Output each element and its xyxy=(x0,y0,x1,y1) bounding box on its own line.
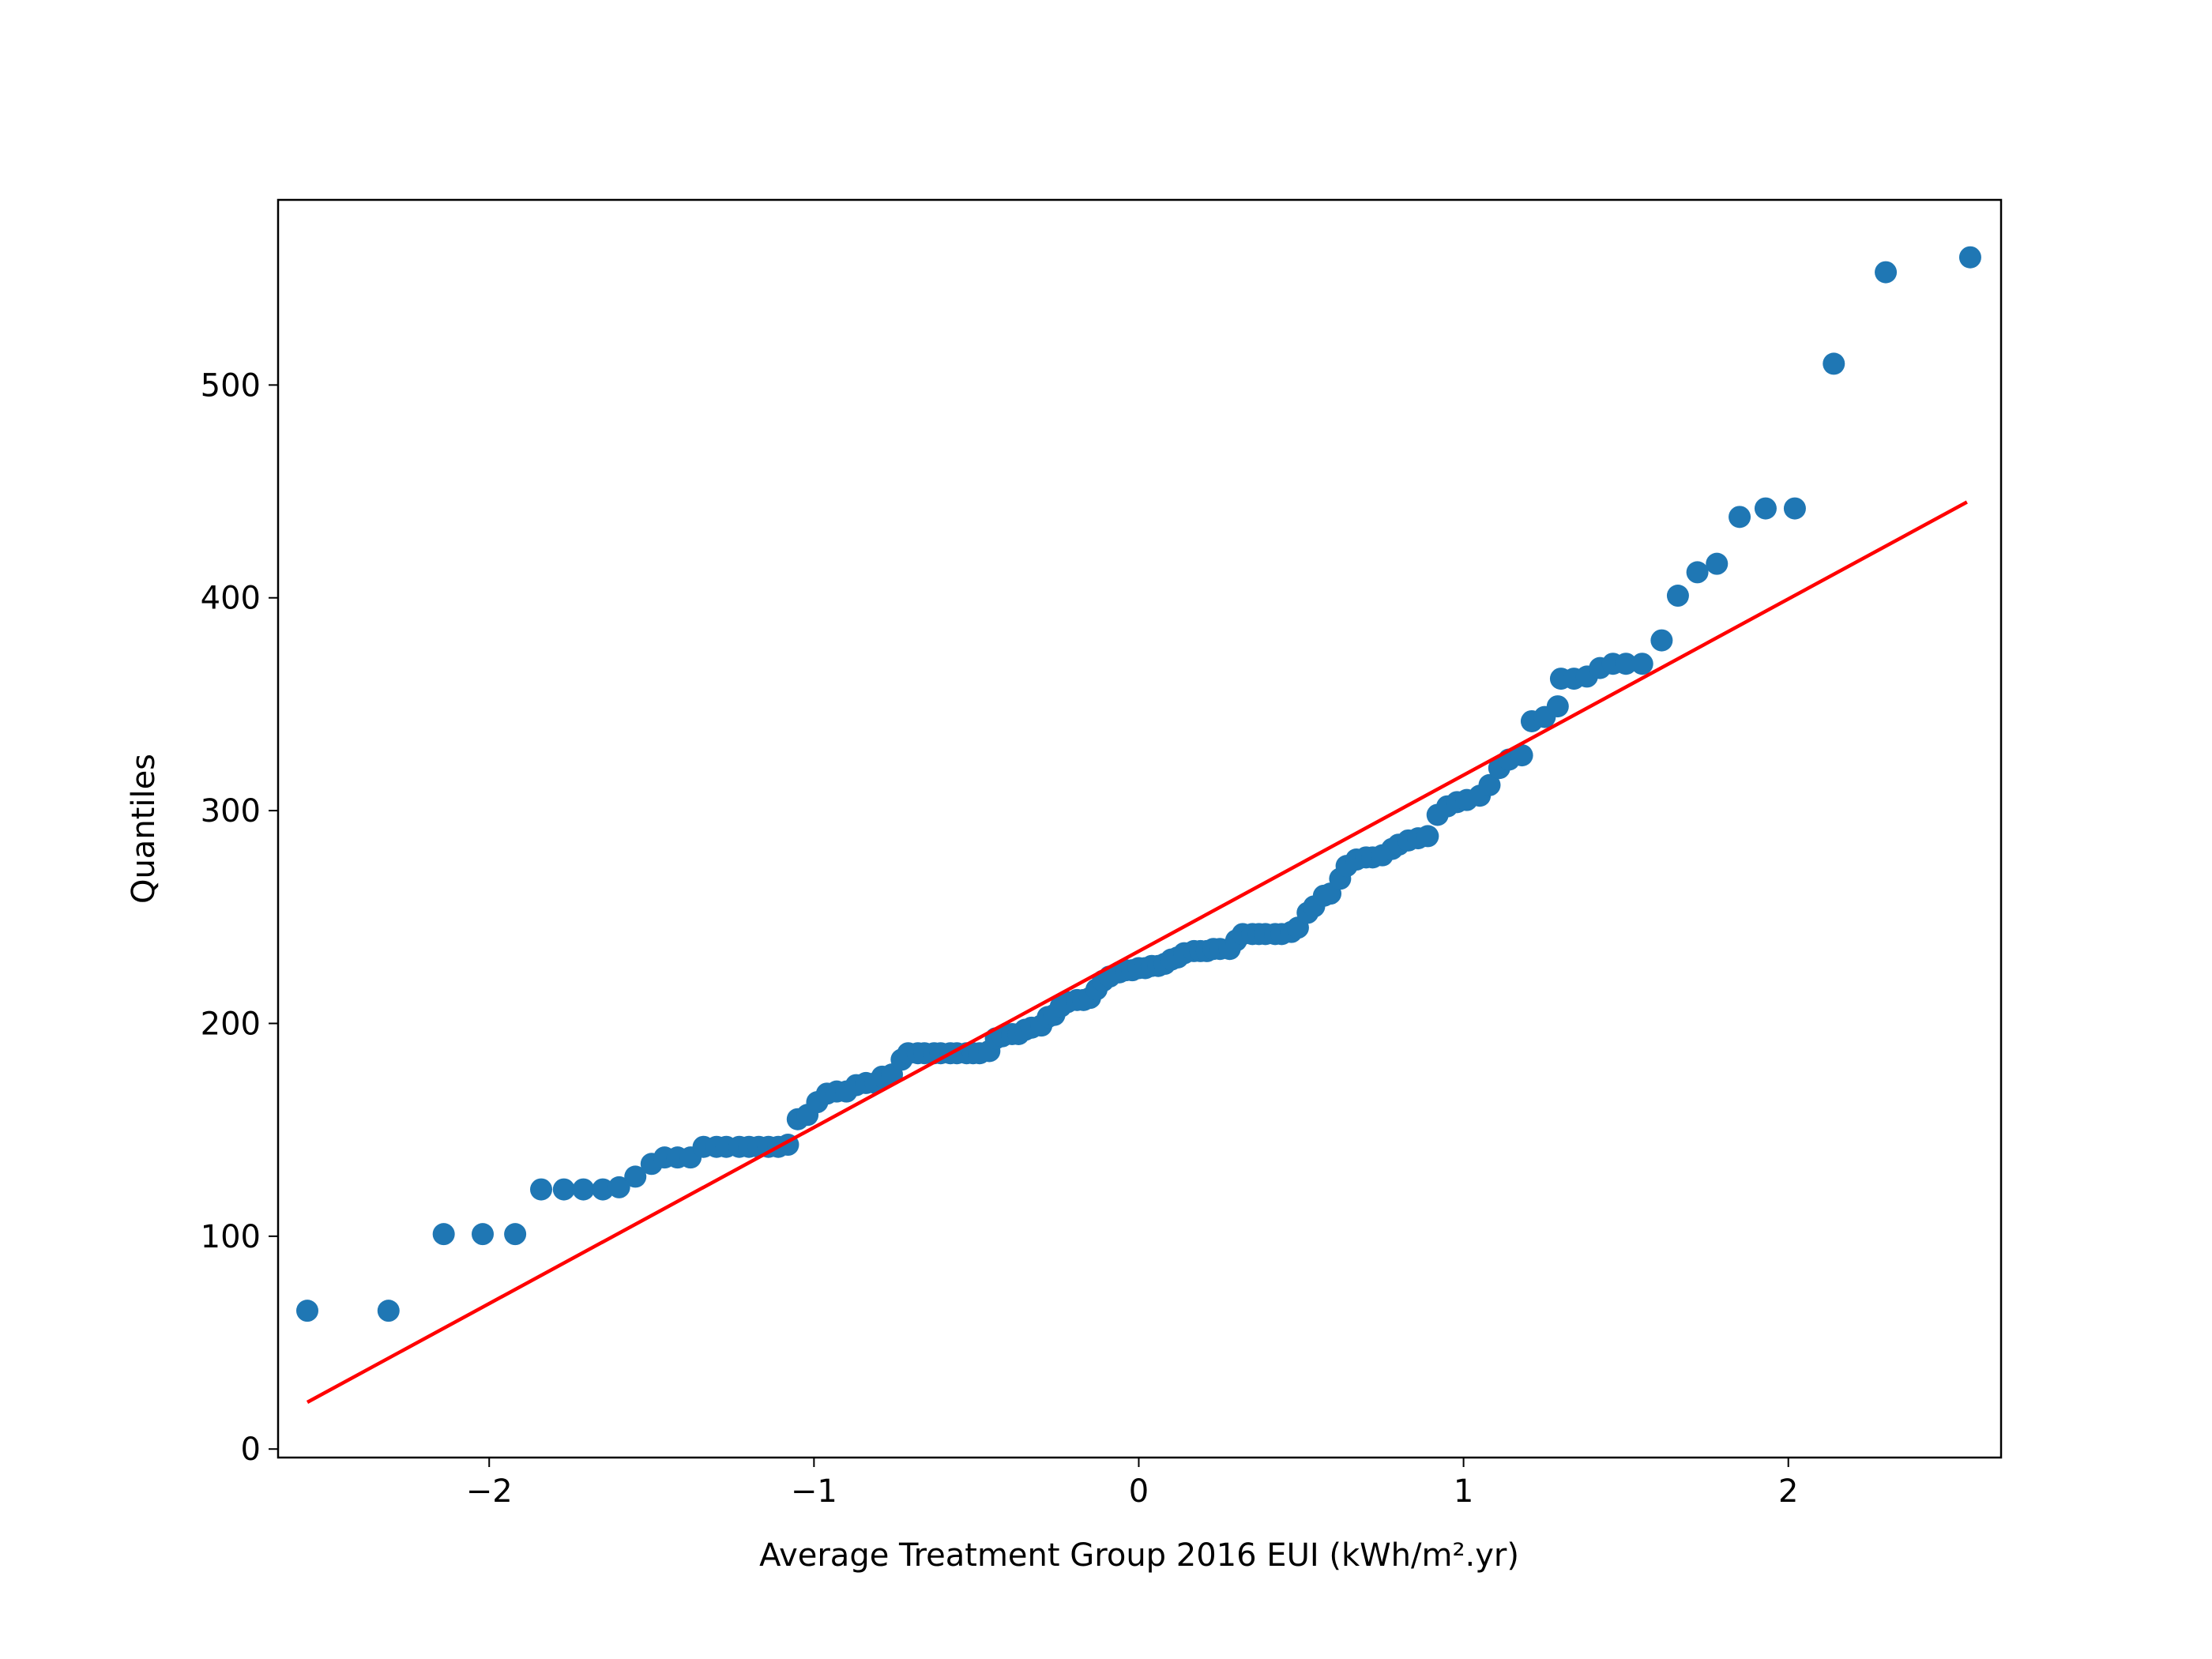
point xyxy=(504,1223,527,1246)
y-axis-label: Quantiles xyxy=(126,754,162,904)
point xyxy=(1666,585,1689,608)
x-tick-label: 1 xyxy=(1454,1473,1473,1510)
x-tick-label: 0 xyxy=(1129,1473,1149,1510)
point xyxy=(1650,629,1673,652)
x-axis-label: Average Treatment Group 2016 EUI (kWh/m²… xyxy=(759,1537,1519,1574)
point xyxy=(1686,561,1709,584)
point xyxy=(1958,246,1981,269)
point xyxy=(1546,695,1569,718)
point xyxy=(1510,744,1533,767)
y-tick-label: 0 xyxy=(241,1431,261,1468)
point xyxy=(1754,497,1777,520)
x-tick-label: −1 xyxy=(791,1473,837,1510)
point xyxy=(377,1300,400,1322)
point xyxy=(472,1223,495,1246)
y-tick-label: 200 xyxy=(201,1006,261,1042)
point xyxy=(530,1178,553,1201)
point xyxy=(1615,653,1638,675)
point xyxy=(296,1300,319,1322)
point xyxy=(608,1176,630,1198)
x-tick-label: −2 xyxy=(466,1473,513,1510)
fit-line xyxy=(306,500,1968,1404)
point xyxy=(572,1178,595,1201)
point xyxy=(1478,773,1501,796)
point xyxy=(1631,653,1653,675)
point xyxy=(432,1223,455,1246)
plot-frame xyxy=(276,198,2003,1459)
point xyxy=(552,1178,575,1201)
y-tick-label: 500 xyxy=(201,367,261,404)
point xyxy=(1706,552,1729,575)
point xyxy=(1729,506,1751,529)
point xyxy=(1823,352,1845,375)
point xyxy=(592,1178,615,1201)
x-tick-label: 2 xyxy=(1778,1473,1798,1510)
y-tick-label: 100 xyxy=(201,1219,261,1255)
point xyxy=(1416,825,1439,848)
point xyxy=(624,1165,647,1188)
y-tick-label: 300 xyxy=(201,793,261,830)
y-tick-label: 400 xyxy=(201,581,261,617)
point xyxy=(1875,261,1898,284)
point xyxy=(1783,497,1806,520)
